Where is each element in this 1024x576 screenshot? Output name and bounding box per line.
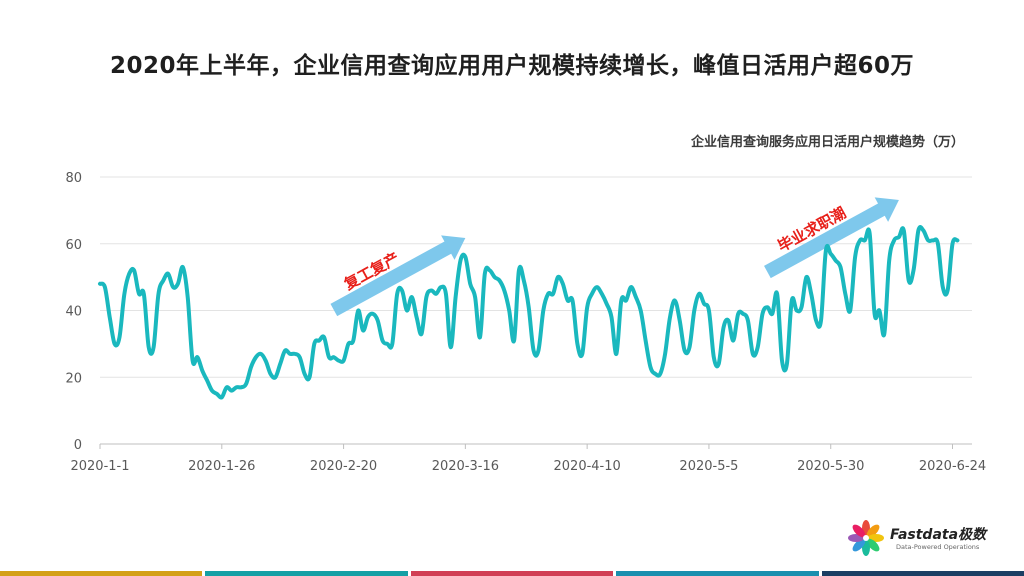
x-axis: 2020-1-1 2020-1-26 2020-2-20 2020-3-16 2020-… <box>70 444 986 474</box>
y-tick-label: 80 <box>65 171 82 186</box>
series-line-dau <box>98 225 960 400</box>
logo-flower-icon <box>848 520 884 556</box>
chart-subtitle: 企业信用查询服务应用日活用户规模趋势（万） <box>690 135 964 150</box>
x-tick-label: 2020-6-24 <box>919 459 986 474</box>
y-tick-label: 0 <box>74 438 82 453</box>
footer-bar <box>410 571 614 576</box>
footer-color-bars <box>0 571 1024 576</box>
logo-tagline: Data-Powered Operations <box>896 543 980 551</box>
y-tick-label: 40 <box>65 305 82 320</box>
y-tick-label: 20 <box>65 371 82 386</box>
footer-bar <box>205 571 408 576</box>
page-title: 2020年上半年，企业信用查询应用用户规模持续增长，峰值日活用户超60万 <box>109 53 915 79</box>
fastdata-logo: Fastdata极数 Data-Powered Operations <box>846 518 996 562</box>
annotation-arrow <box>764 197 899 279</box>
logo-name: Fastdata极数 <box>890 527 987 543</box>
x-tick-label: 2020-5-5 <box>679 459 738 474</box>
x-tick-label: 2020-1-26 <box>188 459 255 474</box>
x-tick-label: 2020-5-30 <box>797 459 864 474</box>
x-tick-label: 2020-1-1 <box>70 459 129 474</box>
y-tick-label: 60 <box>65 238 82 253</box>
x-tick-label: 2020-3-16 <box>432 459 499 474</box>
footer-bar <box>0 571 203 576</box>
x-tick-label: 2020-4-10 <box>554 459 621 474</box>
x-tick-label: 2020-2-20 <box>310 459 377 474</box>
footer-bar <box>821 571 1024 576</box>
footer-bar <box>616 571 819 576</box>
annotation-arrow <box>330 235 466 317</box>
y-axis-ticks: 0 20 40 60 80 <box>65 171 82 453</box>
